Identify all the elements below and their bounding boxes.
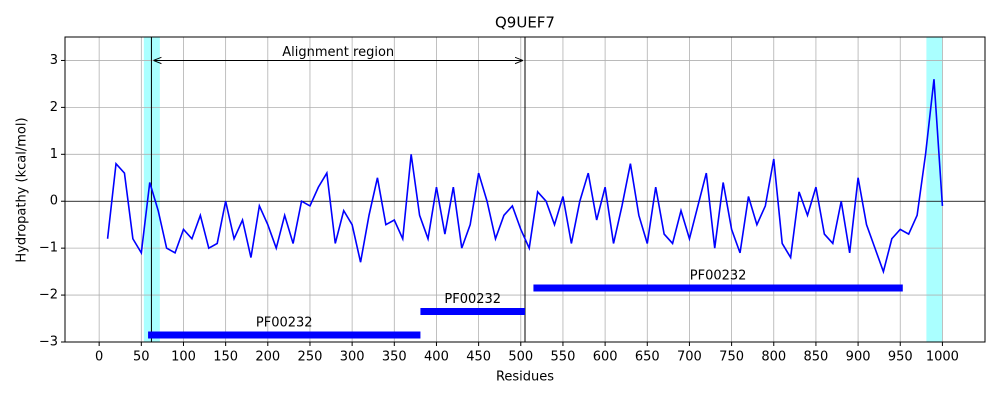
y-axis-label: Hydropathy (kcal/mol) (15, 117, 30, 262)
x-tick-label: 0 (95, 350, 103, 365)
x-tick-label: 1000 (926, 350, 959, 365)
x-tick-label: 600 (593, 350, 618, 365)
x-tick-label: 900 (846, 350, 871, 365)
x-tick-label: 100 (171, 350, 196, 365)
domain-label: PF00232 (690, 269, 747, 284)
x-tick-label: 250 (298, 350, 323, 365)
x-tick-label: 800 (761, 350, 786, 365)
x-tick-label: 500 (508, 350, 533, 365)
domain-label: PF00232 (256, 315, 313, 330)
y-tick-label: −3 (39, 335, 58, 350)
y-tick-label: −1 (39, 241, 58, 256)
x-tick-label: 300 (340, 350, 365, 365)
x-tick-label: 700 (677, 350, 702, 365)
x-tick-label: 150 (213, 350, 238, 365)
x-axis-label: Residues (496, 370, 554, 385)
y-tick-label: 0 (50, 194, 58, 209)
hydropathy-line (106, 79, 944, 275)
y-tick-label: 1 (50, 147, 58, 162)
x-tick-label: 200 (255, 350, 280, 365)
x-tick-label: 650 (635, 350, 660, 365)
x-tick-label: 850 (804, 350, 829, 365)
y-tick-label: 3 (50, 53, 58, 68)
x-tick-label: 350 (382, 350, 407, 365)
x-tick-label: 50 (133, 350, 150, 365)
y-tick-label: 2 (50, 100, 58, 115)
domain-label: PF00232 (444, 292, 501, 307)
x-tick-label: 400 (424, 350, 449, 365)
plot-frame (64, 36, 986, 343)
y-tick-label: −2 (39, 288, 58, 303)
chart-title: Q9UEF7 (495, 14, 555, 32)
x-tick-label: 950 (888, 350, 913, 365)
x-tick-label: 550 (551, 350, 576, 365)
x-tick-label: 750 (719, 350, 744, 365)
annotation-label: Alignment region (282, 45, 394, 60)
x-tick-label: 450 (466, 350, 491, 365)
